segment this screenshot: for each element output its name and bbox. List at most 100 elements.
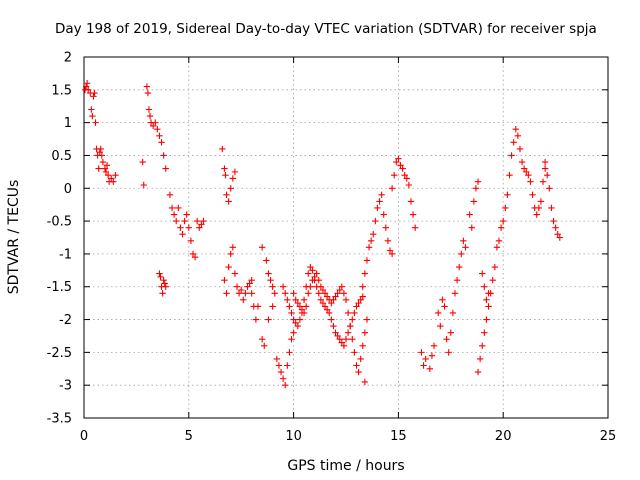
data-point	[221, 276, 228, 284]
grid	[84, 57, 608, 418]
data-point	[179, 231, 186, 238]
data-point	[242, 290, 249, 297]
data-point	[152, 119, 159, 126]
data-point	[359, 342, 366, 349]
data-point	[370, 231, 377, 238]
data-point	[529, 191, 536, 199]
data-point	[221, 165, 228, 172]
data-point	[305, 270, 312, 277]
data-point	[449, 309, 457, 317]
data-point	[541, 165, 549, 172]
data-point	[160, 152, 167, 159]
data-point	[353, 362, 360, 369]
data-point	[520, 165, 528, 172]
data-point	[275, 362, 283, 369]
data-point	[382, 224, 390, 231]
data-point	[319, 286, 327, 294]
data-point	[328, 316, 335, 323]
chart-title: Day 198 of 2019, Sidereal Day-to-day VTE…	[55, 21, 597, 37]
data-point	[466, 211, 473, 218]
data-point	[476, 355, 484, 363]
data-point	[330, 296, 337, 304]
data-point	[323, 306, 331, 313]
data-point	[307, 263, 314, 271]
data-point	[273, 355, 281, 363]
data-point	[166, 191, 174, 199]
data-point	[183, 211, 190, 218]
data-point	[418, 349, 425, 356]
data-point	[286, 303, 293, 310]
data-point	[401, 171, 408, 179]
data-point	[351, 349, 358, 356]
data-point	[495, 237, 503, 244]
data-point	[305, 290, 312, 297]
data-point	[453, 276, 461, 284]
data-point	[554, 231, 561, 238]
data-point	[189, 250, 197, 258]
data-point	[162, 165, 169, 172]
data-point	[359, 283, 366, 290]
data-point	[430, 342, 438, 349]
data-point	[483, 316, 490, 323]
data-point	[108, 175, 115, 182]
y-tick-label: -0.5	[47, 215, 72, 230]
data-point	[527, 178, 534, 185]
data-point	[292, 296, 299, 304]
data-point	[340, 290, 348, 297]
data-point	[514, 132, 522, 139]
data-point	[229, 244, 237, 251]
data-point	[193, 217, 201, 225]
data-point	[357, 296, 364, 304]
data-point	[470, 198, 478, 205]
x-axis-label: GPS time / hours	[287, 458, 404, 474]
data-point	[159, 290, 166, 297]
data-point	[422, 355, 429, 363]
data-point	[378, 191, 385, 199]
y-tick-label: -3.5	[47, 412, 72, 427]
data-point	[300, 296, 308, 304]
data-point	[479, 270, 486, 277]
data-point	[191, 253, 199, 261]
y-tick-label: -2	[59, 313, 72, 328]
data-point	[149, 122, 157, 130]
data-point	[338, 283, 346, 290]
data-point	[282, 290, 289, 297]
data-point	[485, 290, 492, 297]
data-point	[282, 381, 289, 389]
data-point	[474, 368, 482, 376]
data-point	[405, 181, 413, 189]
data-point	[97, 145, 104, 153]
data-point	[386, 247, 394, 254]
y-tick-label: 2	[64, 51, 72, 66]
data-point	[144, 89, 152, 97]
data-point	[248, 290, 255, 297]
data-point	[263, 257, 270, 264]
data-point	[441, 303, 448, 310]
data-point	[397, 162, 404, 169]
data-point	[196, 224, 203, 231]
x-tick-label: 0	[80, 429, 88, 444]
data-point	[516, 145, 524, 153]
data-point	[332, 329, 339, 336]
data-point	[332, 293, 339, 300]
data-point	[99, 158, 107, 166]
data-point	[447, 329, 454, 336]
y-axis: -3.5 -3 -2.5 -2 -1.5 -1 -0.5 0 0.5 1 1.5 2	[47, 51, 608, 427]
data-point	[240, 296, 247, 304]
data-point	[219, 145, 226, 153]
data-point	[493, 244, 501, 251]
data-point	[83, 80, 91, 87]
data-point	[525, 171, 532, 179]
data-point	[187, 237, 195, 244]
data-point	[455, 263, 463, 271]
data-point	[384, 237, 392, 244]
data-point	[451, 290, 459, 297]
data-point	[223, 191, 230, 199]
data-point	[328, 299, 335, 307]
data-point	[162, 283, 169, 290]
data-point	[248, 276, 255, 284]
data-point	[346, 322, 354, 330]
y-tick-label: 1	[64, 116, 72, 131]
data-point	[395, 155, 402, 162]
data-point	[254, 303, 262, 310]
